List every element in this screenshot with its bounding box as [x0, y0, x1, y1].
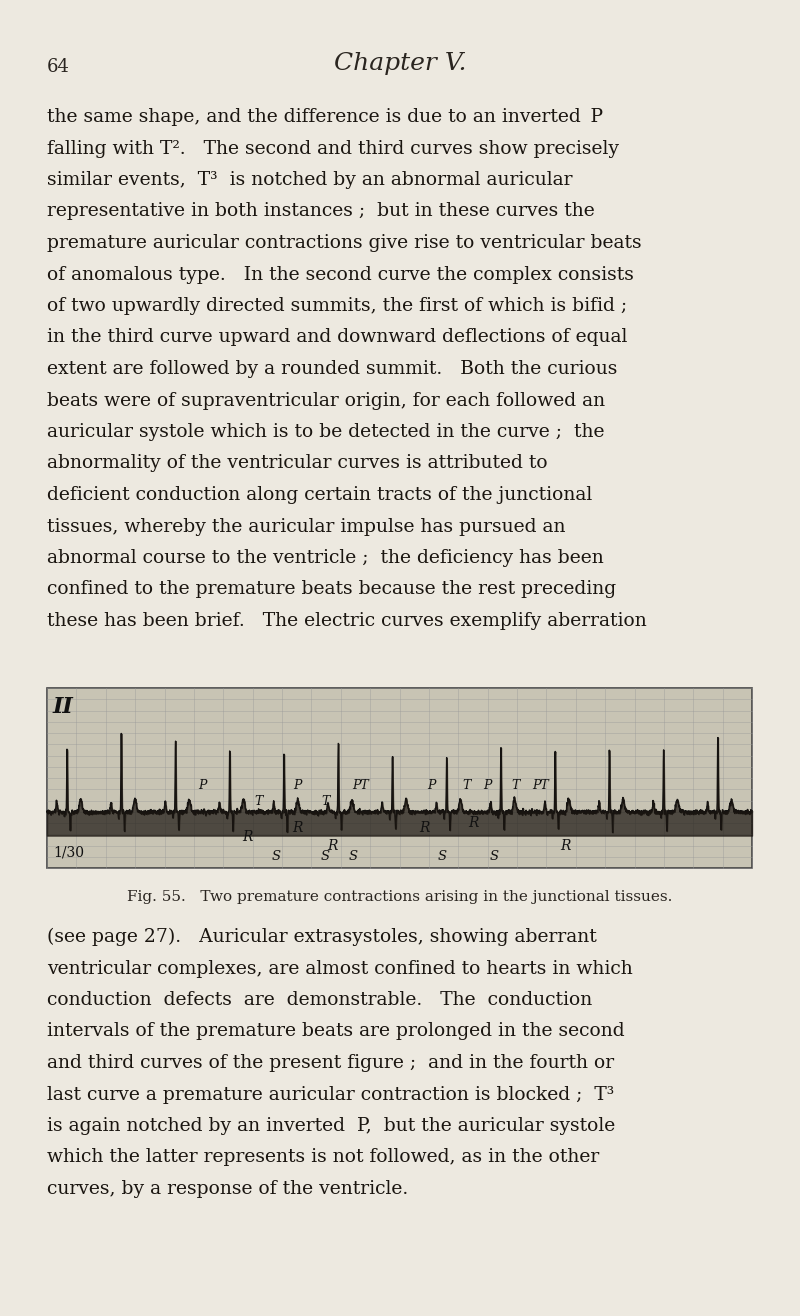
Text: which the latter represents is not followed, as in the other: which the latter represents is not follo…	[47, 1149, 599, 1166]
Text: II: II	[53, 696, 74, 719]
Text: similar events,  T³  is notched by an abnormal auricular: similar events, T³ is notched by an abno…	[47, 171, 573, 190]
Text: and third curves of the present figure ;  and in the fourth or: and third curves of the present figure ;…	[47, 1054, 614, 1073]
Text: conduction  defects  are  demonstrable.   The  conduction: conduction defects are demonstrable. The…	[47, 991, 592, 1009]
Text: these has been brief.   The electric curves exemplify aberration: these has been brief. The electric curve…	[47, 612, 646, 630]
Text: confined to the premature beats because the rest preceding: confined to the premature beats because …	[47, 580, 616, 599]
Text: R: R	[242, 830, 253, 845]
Bar	[47, 688, 752, 869]
Text: T: T	[254, 795, 262, 808]
Text: curves, by a response of the ventricle.: curves, by a response of the ventricle.	[47, 1180, 408, 1198]
Text: 1/30: 1/30	[53, 846, 84, 859]
Text: abnormal course to the ventricle ;  the deficiency has been: abnormal course to the ventricle ; the d…	[47, 549, 604, 567]
Text: auricular systole which is to be detected in the curve ;  the: auricular systole which is to be detecte…	[47, 422, 605, 441]
Text: R: R	[292, 821, 302, 836]
Text: S: S	[438, 850, 446, 862]
Text: PT: PT	[352, 779, 369, 792]
Text: tissues, whereby the auricular impulse has pursued an: tissues, whereby the auricular impulse h…	[47, 517, 566, 536]
Text: in the third curve upward and downward deflections of equal: in the third curve upward and downward d…	[47, 329, 627, 346]
Text: extent are followed by a rounded summit.   Both the curious: extent are followed by a rounded summit.…	[47, 361, 618, 378]
Text: T: T	[322, 795, 330, 808]
Text: S: S	[271, 850, 281, 862]
Text: of anomalous type.   In the second curve the complex consists: of anomalous type. In the second curve t…	[47, 266, 634, 283]
Text: Fig. 55.   Two premature contractions arising in the junctional tissues.: Fig. 55. Two premature contractions aris…	[127, 890, 673, 904]
Text: R: R	[419, 821, 430, 836]
Text: P: P	[198, 779, 206, 792]
Text: Chapter V.: Chapter V.	[334, 53, 466, 75]
Text: intervals of the premature beats are prolonged in the second: intervals of the premature beats are pro…	[47, 1023, 625, 1041]
Text: premature auricular contractions give rise to ventricular beats: premature auricular contractions give ri…	[47, 234, 642, 251]
Text: of two upwardly directed summits, the first of which is bifid ;: of two upwardly directed summits, the fi…	[47, 297, 627, 315]
Text: beats were of supraventricular origin, for each followed an: beats were of supraventricular origin, f…	[47, 391, 605, 409]
Text: T: T	[462, 779, 470, 792]
Text: (see page 27).   Auricular extrasystoles, showing aberrant: (see page 27). Auricular extrasystoles, …	[47, 928, 597, 946]
Text: R: R	[468, 816, 478, 830]
Text: R: R	[327, 840, 338, 853]
Text: T: T	[512, 779, 520, 792]
Text: last curve a premature auricular contraction is blocked ;  T³: last curve a premature auricular contrac…	[47, 1086, 614, 1104]
Text: R: R	[560, 840, 570, 853]
Text: S: S	[349, 850, 358, 862]
Text: S: S	[490, 850, 499, 862]
Text: P: P	[483, 779, 492, 792]
Text: S: S	[321, 850, 330, 862]
Text: P: P	[427, 779, 435, 792]
Text: ventricular complexes, are almost confined to hearts in which: ventricular complexes, are almost confin…	[47, 959, 633, 978]
Text: P: P	[293, 779, 302, 792]
Text: representative in both instances ;  but in these curves the: representative in both instances ; but i…	[47, 203, 594, 221]
Text: deficient conduction along certain tracts of the junctional: deficient conduction along certain tract…	[47, 486, 592, 504]
Text: PT: PT	[532, 779, 549, 792]
Text: abnormality of the ventricular curves is attributed to: abnormality of the ventricular curves is…	[47, 454, 548, 472]
Text: falling with T².   The second and third curves show precisely: falling with T². The second and third cu…	[47, 139, 619, 158]
Text: is again notched by an inverted  P,  but the auricular systole: is again notched by an inverted P, but t…	[47, 1117, 615, 1134]
Text: the same shape, and the difference is due to an inverted  P: the same shape, and the difference is du…	[47, 108, 603, 126]
Text: 64: 64	[47, 58, 70, 76]
